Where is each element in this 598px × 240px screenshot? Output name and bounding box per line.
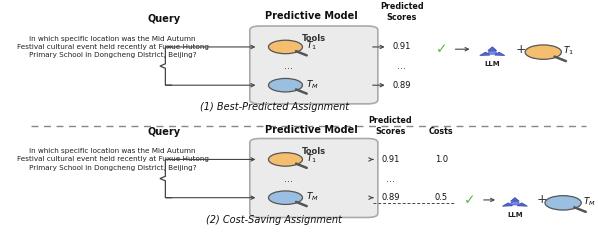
Text: ...: ... bbox=[397, 61, 406, 71]
Text: Predictive Model: Predictive Model bbox=[264, 125, 358, 135]
Polygon shape bbox=[480, 52, 490, 55]
Text: Tools: Tools bbox=[302, 147, 326, 156]
Text: Predicted
Scores: Predicted Scores bbox=[368, 116, 412, 136]
FancyBboxPatch shape bbox=[250, 26, 378, 104]
Polygon shape bbox=[511, 198, 519, 201]
Text: Predictive Model: Predictive Model bbox=[264, 11, 358, 21]
Text: 0.91: 0.91 bbox=[381, 155, 399, 164]
Polygon shape bbox=[502, 203, 512, 206]
Text: In which specific location was the Mid Autumn
Festival cultural event held recen: In which specific location was the Mid A… bbox=[17, 36, 209, 58]
Text: (1) Best-Predicted Assignment: (1) Best-Predicted Assignment bbox=[200, 102, 349, 112]
Text: $T_1$: $T_1$ bbox=[306, 152, 318, 165]
Text: ...: ... bbox=[386, 174, 395, 184]
Text: +: + bbox=[536, 193, 547, 206]
Text: Predicted
Scores: Predicted Scores bbox=[380, 2, 423, 22]
Circle shape bbox=[545, 196, 581, 210]
Circle shape bbox=[525, 45, 562, 59]
Text: ...: ... bbox=[284, 174, 293, 184]
Text: $T_M$: $T_M$ bbox=[306, 78, 319, 90]
Text: Query: Query bbox=[147, 127, 180, 137]
Text: 1.0: 1.0 bbox=[435, 155, 448, 164]
Text: +: + bbox=[515, 43, 526, 56]
Text: (2) Cost-Saving Assignment: (2) Cost-Saving Assignment bbox=[206, 215, 342, 225]
Text: $T_1$: $T_1$ bbox=[563, 45, 574, 57]
Circle shape bbox=[269, 40, 303, 54]
Polygon shape bbox=[517, 203, 527, 206]
Text: 0.91: 0.91 bbox=[392, 42, 411, 51]
Text: $T_1$: $T_1$ bbox=[306, 40, 318, 52]
FancyBboxPatch shape bbox=[250, 138, 378, 217]
Text: ...: ... bbox=[284, 61, 293, 71]
Text: Costs: Costs bbox=[429, 127, 454, 136]
Text: 0.5: 0.5 bbox=[435, 193, 448, 202]
Circle shape bbox=[511, 202, 519, 205]
Text: $T_{M}$: $T_{M}$ bbox=[306, 191, 319, 203]
Text: ✓: ✓ bbox=[435, 42, 447, 56]
Text: LLM: LLM bbox=[484, 61, 500, 67]
Polygon shape bbox=[495, 52, 505, 55]
Text: In which specific location was the Mid Autumn
Festival cultural event held recen: In which specific location was the Mid A… bbox=[17, 148, 209, 171]
Text: Tools: Tools bbox=[302, 34, 326, 43]
Text: $T_M$: $T_M$ bbox=[583, 196, 596, 208]
Text: Query: Query bbox=[147, 14, 180, 24]
Text: 0.89: 0.89 bbox=[381, 193, 399, 202]
Text: 0.89: 0.89 bbox=[392, 81, 411, 90]
Circle shape bbox=[269, 78, 303, 92]
Text: ✓: ✓ bbox=[464, 193, 475, 207]
Text: LLM: LLM bbox=[507, 212, 523, 218]
Circle shape bbox=[269, 153, 303, 166]
Polygon shape bbox=[488, 47, 497, 50]
Circle shape bbox=[488, 51, 496, 54]
Circle shape bbox=[269, 191, 303, 204]
